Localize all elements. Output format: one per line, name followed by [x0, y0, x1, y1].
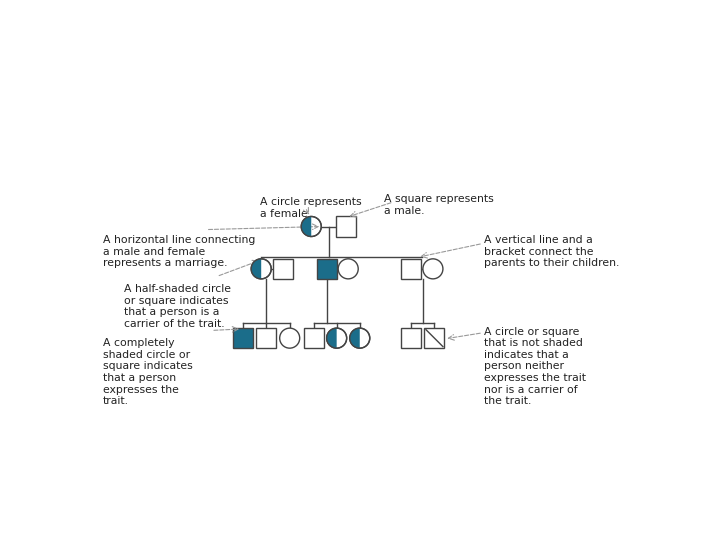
Text: A completely
shaded circle or
square indicates
that a person
expresses the
trait: A completely shaded circle or square ind… [102, 338, 192, 406]
Text: A half-shaded circle
or square indicates
that a person is a
carrier of the trait: A half-shaded circle or square indicates… [124, 284, 231, 329]
Text: A square represents
a male.: A square represents a male. [384, 194, 494, 216]
Circle shape [350, 328, 370, 348]
Bar [233, 328, 253, 348]
Bar [336, 217, 356, 237]
Bar [425, 328, 444, 348]
Circle shape [327, 328, 346, 348]
Wedge shape [301, 217, 311, 237]
Wedge shape [251, 259, 261, 279]
Text: A circle or square
that is not shaded
indicates that a
person neither
expresses : A circle or square that is not shaded in… [485, 327, 587, 406]
Wedge shape [350, 328, 360, 348]
Circle shape [301, 217, 321, 237]
Circle shape [423, 259, 443, 279]
Bar [401, 259, 421, 279]
Bar [401, 328, 421, 348]
Bar [304, 328, 323, 348]
Circle shape [251, 259, 271, 279]
Text: A circle represents
a female.: A circle represents a female. [260, 197, 361, 219]
Text: A horizontal line connecting
a male and female
represents a marriage.: A horizontal line connecting a male and … [102, 235, 255, 268]
Bar [273, 259, 293, 279]
Text: A vertical line and a
bracket connect the
parents to their children.: A vertical line and a bracket connect th… [485, 235, 620, 268]
Circle shape [279, 328, 300, 348]
Bar [317, 259, 337, 279]
Bar [256, 328, 276, 348]
Circle shape [338, 259, 359, 279]
Wedge shape [327, 328, 337, 348]
